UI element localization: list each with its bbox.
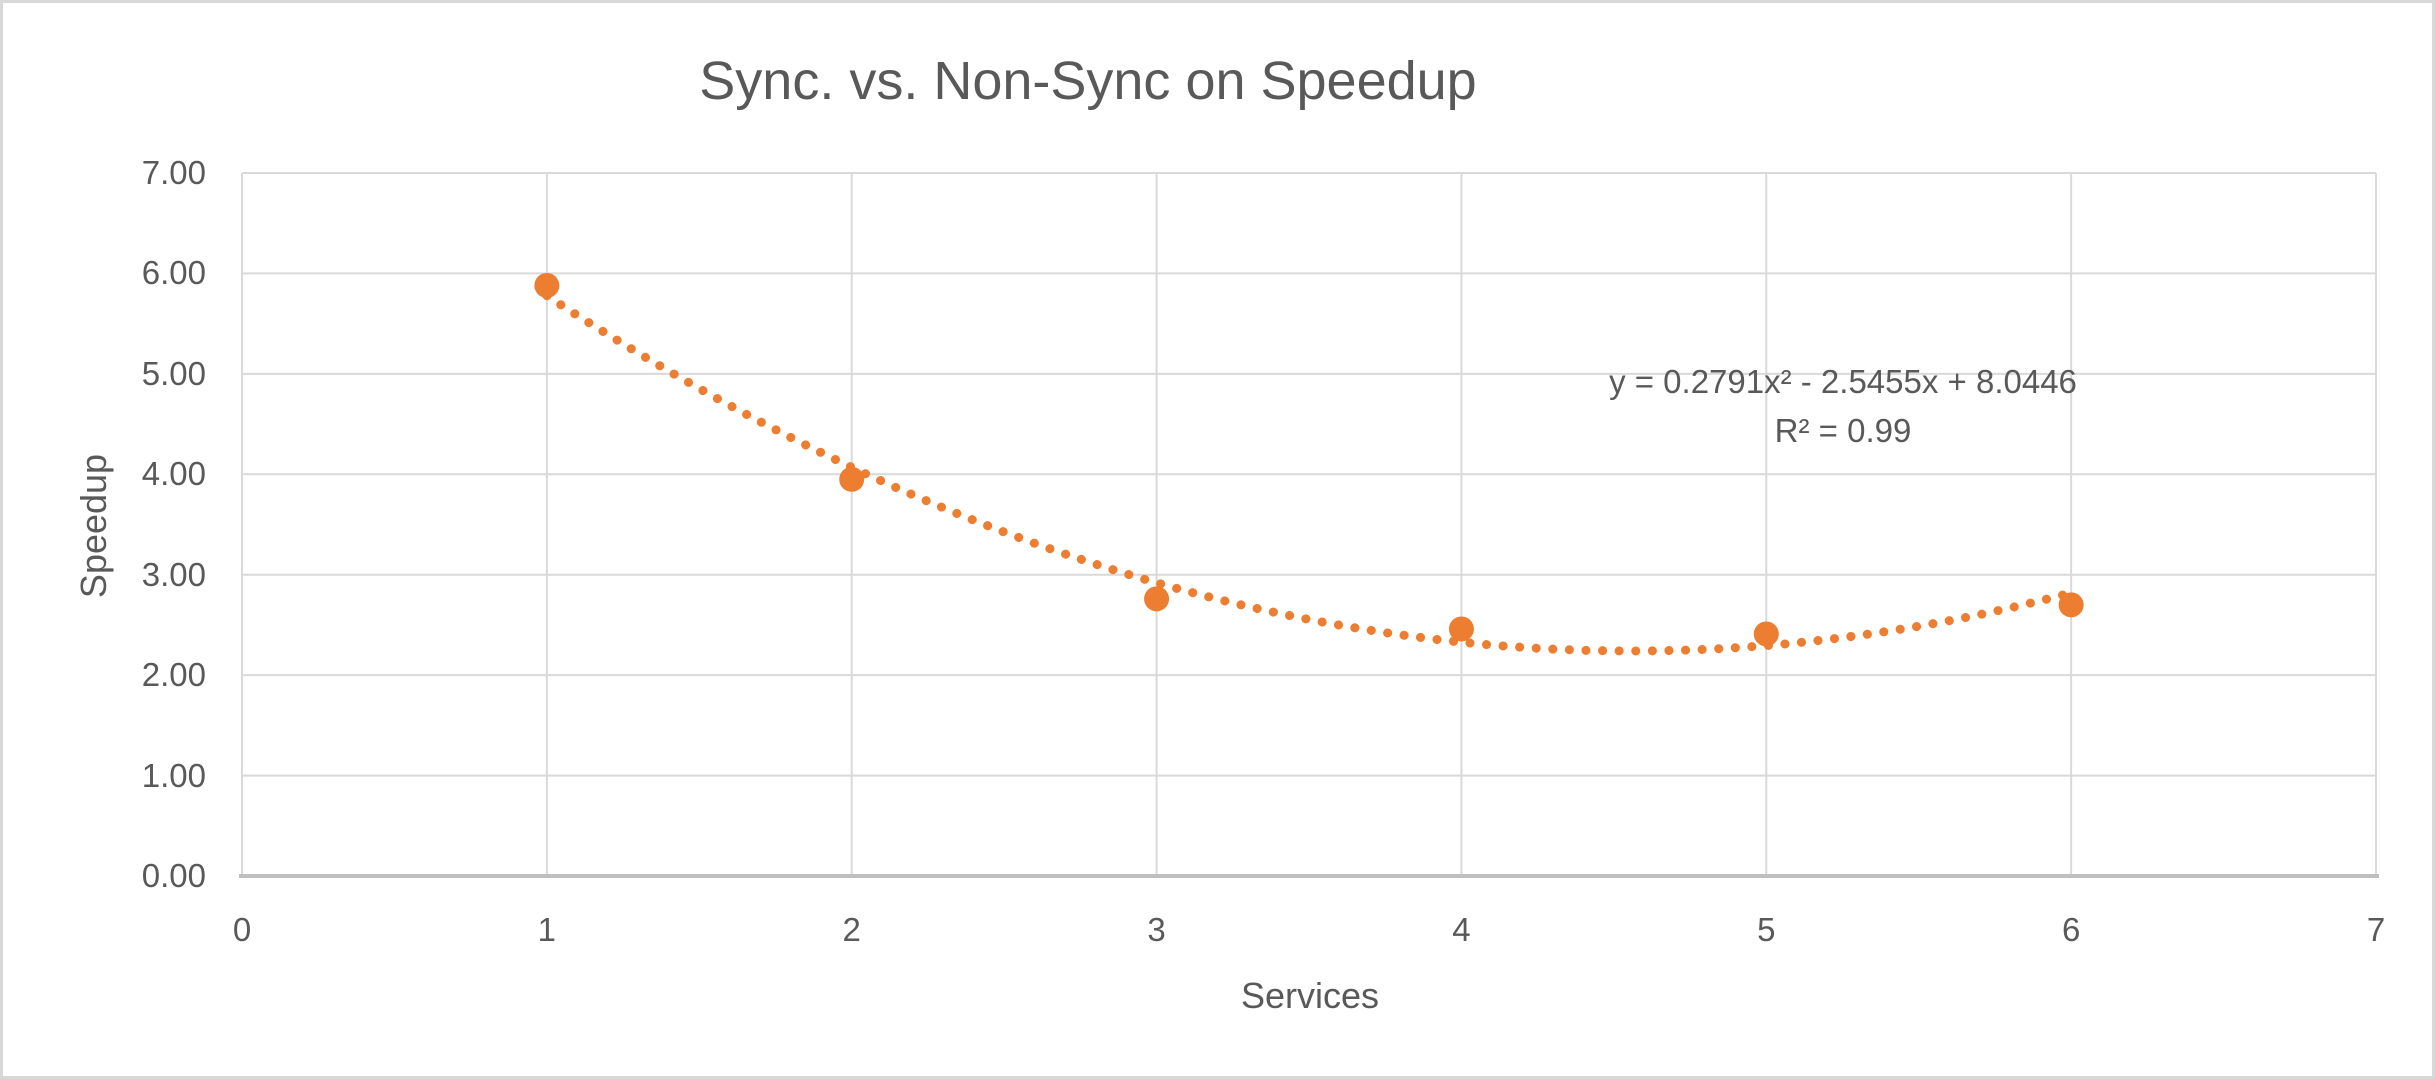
- scatter-plot: [239, 172, 2379, 878]
- y-tick-label: 4.00: [141, 455, 206, 493]
- y-tick-label: 6.00: [141, 254, 206, 292]
- data-point: [839, 466, 865, 492]
- data-point: [1448, 616, 1474, 642]
- y-tick-label: 1.00: [141, 756, 206, 794]
- x-tick-label: 1: [537, 911, 557, 948]
- y-tick-label: 7.00: [141, 154, 206, 191]
- x-axis-title: Services: [1240, 975, 1380, 1016]
- y-tick-label: 5.00: [141, 354, 206, 392]
- x-tick-label: 3: [1147, 911, 1166, 948]
- x-tick-label: 5: [1757, 911, 1776, 948]
- data-point: [1753, 621, 1779, 647]
- trendline-equation-line: y = 0.2791x² - 2.5455x + 8.0446: [1609, 363, 2077, 400]
- data-point: [1144, 586, 1170, 612]
- x-tick-label: 0: [232, 911, 252, 948]
- x-tick-label: 7: [2366, 911, 2386, 948]
- y-tick-label: 0.00: [141, 857, 206, 894]
- data-point: [2058, 592, 2084, 618]
- trendline-equation: y = 0.2791x² - 2.5455x + 8.0446 R² = 0.9…: [1609, 357, 2077, 455]
- y-tick-label: 3.00: [141, 555, 206, 593]
- data-point: [534, 272, 560, 298]
- x-tick-label: 2: [842, 911, 861, 948]
- trendline-path: [542, 291, 2076, 656]
- trendline-r-squared: R² = 0.99: [1774, 412, 1912, 449]
- x-tick-label: 6: [2061, 911, 2081, 948]
- y-tick-label: 2.00: [141, 656, 206, 694]
- chart-title: Sync. vs. Non-Sync on Speedup: [699, 51, 1477, 111]
- x-tick-label: 4: [1452, 911, 1471, 948]
